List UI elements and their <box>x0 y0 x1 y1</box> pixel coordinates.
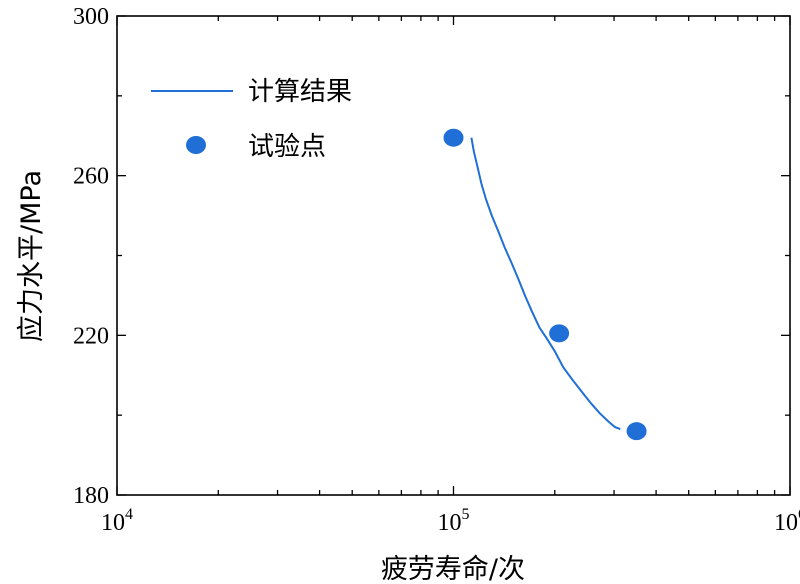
y-tick-label: 220 <box>73 323 109 349</box>
x-tick-label: 106 <box>774 506 800 536</box>
x-axis-title: 疲劳寿命/次 <box>381 554 525 584</box>
test-point <box>626 422 647 441</box>
tick-labels: 180 220 260 300 104 105 106 <box>73 4 800 536</box>
y-tick-label: 300 <box>73 4 109 30</box>
plot-frame <box>116 15 791 496</box>
x-tick-label: 104 <box>101 506 133 536</box>
calc-result-line <box>470 137 621 431</box>
x-tick-label: 105 <box>438 506 470 536</box>
y-tick-label: 260 <box>73 164 109 190</box>
legend-label-test: 试验点 <box>248 132 326 162</box>
test-point <box>549 324 570 343</box>
series-layer <box>443 128 647 441</box>
test-point <box>443 128 464 147</box>
legend-dot-swatch <box>186 136 206 154</box>
y-axis-title: 应力水平/MPa <box>16 170 47 342</box>
tick-marks <box>116 15 791 496</box>
legend-label-calc: 计算结果 <box>248 77 352 107</box>
y-tick-label: 180 <box>73 483 109 509</box>
